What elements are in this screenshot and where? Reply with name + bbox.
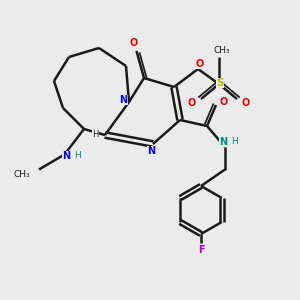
- Text: O: O: [241, 98, 250, 109]
- Text: O: O: [219, 97, 228, 107]
- Text: CH₃: CH₃: [214, 46, 230, 55]
- Text: H: H: [92, 130, 99, 139]
- Text: H: H: [231, 137, 237, 146]
- Text: F: F: [198, 244, 204, 255]
- Text: S: S: [217, 78, 224, 88]
- Text: H: H: [74, 152, 80, 160]
- Text: CH₃: CH₃: [14, 169, 31, 178]
- Text: O: O: [195, 58, 204, 69]
- Text: O: O: [188, 98, 196, 109]
- Text: N: N: [119, 94, 128, 105]
- Text: O: O: [129, 38, 138, 48]
- Text: N: N: [147, 146, 156, 156]
- Text: N: N: [62, 151, 70, 161]
- Text: N: N: [219, 136, 228, 147]
